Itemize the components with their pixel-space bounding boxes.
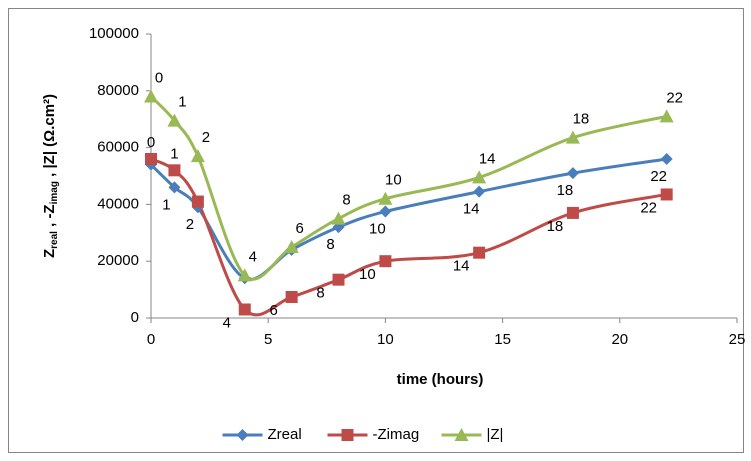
data-label: 22 [650, 168, 667, 185]
data-label: 18 [547, 218, 564, 235]
y-tick-label: 20000 [97, 252, 139, 269]
data-label: 14 [463, 201, 480, 218]
y-label-sub: real [49, 231, 60, 249]
legend-label: Zreal [268, 426, 302, 443]
marker [379, 255, 392, 268]
data-label: 2 [202, 129, 210, 146]
data-label: 10 [369, 220, 386, 237]
legend-marker [454, 428, 469, 441]
data-label: 8 [342, 192, 350, 209]
y-label-sub: imag [49, 181, 60, 204]
legend-marker [341, 429, 354, 441]
marker [659, 109, 674, 123]
data-label: 1 [170, 145, 178, 162]
marker [237, 268, 252, 282]
series-line [150, 157, 667, 317]
data-label: 8 [316, 285, 324, 302]
marker [332, 273, 345, 286]
marker [473, 246, 486, 259]
data-label: 22 [640, 199, 657, 216]
marker [473, 185, 486, 198]
y-label-part: , |Z| (Ω.cm²) [41, 94, 58, 181]
x-axis-label: time (hours) [397, 371, 484, 388]
marker [331, 211, 346, 225]
data-label: 22 [666, 89, 683, 106]
series-line [149, 95, 668, 281]
y-label-part: , -Z [41, 204, 58, 231]
marker [565, 130, 580, 144]
data-label: 10 [385, 172, 402, 189]
data-label: 0 [147, 134, 155, 151]
x-tick-label: 25 [729, 331, 746, 348]
x-tick-label: 20 [611, 331, 628, 348]
data-label: 4 [223, 314, 231, 331]
data-label: 0 [155, 69, 163, 86]
x-tick-label: 5 [264, 331, 272, 348]
data-label: 18 [573, 111, 590, 128]
data-label: 6 [295, 220, 303, 237]
marker [285, 290, 298, 303]
x-tick-label: 0 [147, 331, 155, 348]
data-label: 8 [326, 236, 334, 253]
legend-marker [236, 429, 249, 441]
data-label: 2 [186, 216, 194, 233]
marker [566, 206, 579, 219]
marker [238, 303, 251, 316]
y-tick-label: 40000 [97, 195, 139, 212]
y-tick-label: 100000 [89, 25, 139, 42]
y-axis-label: Zreal , -Zimag , |Z| (Ω.cm²) [41, 94, 60, 258]
series-line [149, 157, 667, 281]
marker [472, 170, 487, 184]
y-tick-label: 0 [131, 309, 139, 326]
data-label: 4 [249, 248, 257, 265]
data-label: 14 [453, 258, 470, 275]
legend-label: -Zimag [373, 426, 420, 443]
marker [167, 113, 182, 127]
chart-border [8, 8, 744, 453]
data-label: 1 [178, 94, 186, 111]
y-label-part: Z [41, 249, 58, 258]
marker [144, 89, 158, 103]
marker [168, 164, 181, 177]
x-tick-label: 15 [494, 331, 511, 348]
data-label: 14 [479, 150, 496, 167]
marker [378, 191, 393, 205]
marker [145, 152, 157, 165]
data-label: 10 [359, 266, 376, 283]
marker [566, 167, 579, 180]
data-label: 6 [269, 302, 277, 319]
marker [379, 205, 392, 218]
data-label: 18 [557, 182, 574, 199]
marker [191, 195, 204, 208]
x-tick-label: 10 [377, 331, 394, 348]
data-label: 1 [162, 196, 170, 213]
marker [190, 149, 205, 163]
marker [168, 181, 181, 194]
legend-label: |Z| [487, 426, 504, 443]
marker [284, 240, 299, 253]
y-tick-label: 80000 [97, 82, 139, 99]
y-tick-label: 60000 [97, 139, 139, 156]
marker [660, 152, 673, 165]
marker [660, 188, 673, 201]
